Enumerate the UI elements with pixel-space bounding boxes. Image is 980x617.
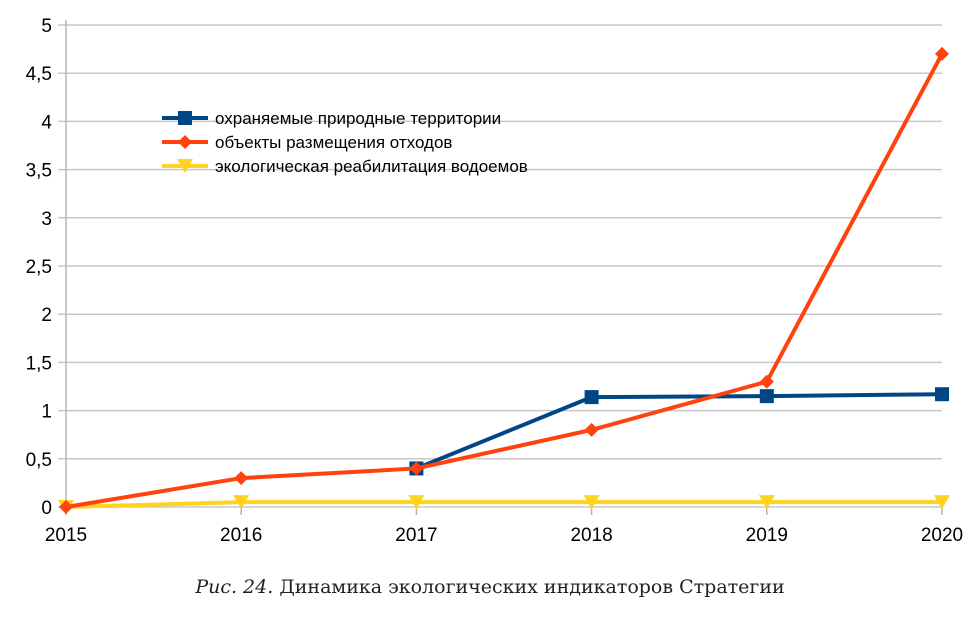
line-chart: 0 0,5 1 1,5 2 2,5 3 3,5 4 4,5 5 2015 2016 2017 2018 201…	[26, 16, 964, 546]
diamond-marker	[234, 471, 249, 486]
series-line	[415, 392, 943, 471]
legend-label: охраняемые природные территории	[215, 109, 501, 128]
diamond-marker	[178, 135, 192, 149]
x-tick-label: 2019	[746, 525, 788, 546]
diamond-marker	[409, 461, 424, 476]
series-line	[65, 52, 944, 509]
x-tick-label: 2020	[921, 525, 963, 546]
y-tick-label: 0,5	[26, 450, 52, 471]
y-tick-label: 2	[41, 305, 52, 326]
diamond-marker	[759, 374, 774, 389]
triangle-marker	[177, 159, 193, 173]
y-tick-label: 3,5	[26, 161, 52, 182]
triangle-marker	[583, 495, 600, 510]
y-tick-label: 5	[41, 16, 52, 37]
triangle-marker	[934, 495, 950, 510]
square-marker	[935, 387, 949, 402]
y-tick-label: 4,5	[26, 64, 52, 85]
y-tick-label: 0	[41, 498, 52, 519]
triangle-marker	[233, 495, 250, 510]
caption-prefix: Рис. 24.	[195, 576, 274, 598]
diamond-marker	[59, 500, 73, 514]
caption-text: Динамика экологических индикаторов Страт…	[273, 576, 785, 598]
triangle-marker	[408, 495, 425, 510]
square-marker	[178, 111, 192, 125]
y-tick-label: 2,5	[26, 257, 52, 278]
legend-label: экологическая реабилитация водоемов	[215, 157, 528, 176]
y-tick-label: 3	[41, 209, 52, 230]
y-tick-label: 1	[41, 402, 52, 423]
y-tick-label: 1,5	[26, 353, 52, 374]
triangle-marker	[758, 495, 775, 510]
y-tick-label: 4	[41, 112, 52, 133]
x-tick-label: 2018	[570, 525, 612, 546]
diamond-marker	[935, 46, 949, 61]
x-tick-label: 2017	[395, 525, 437, 546]
legend-label: объекты размещения отходов	[215, 133, 452, 152]
x-tick-label: 2015	[45, 525, 87, 546]
diamond-marker	[584, 422, 599, 437]
figure-caption: Рис. 24. Динамика экологических индикато…	[0, 576, 980, 598]
series-line	[65, 500, 942, 509]
square-marker	[759, 389, 774, 404]
x-tick-label: 2016	[220, 525, 262, 546]
square-marker	[584, 390, 599, 405]
